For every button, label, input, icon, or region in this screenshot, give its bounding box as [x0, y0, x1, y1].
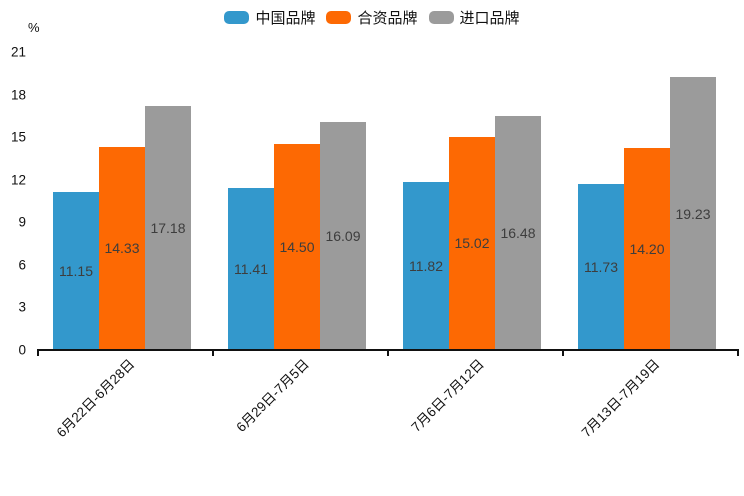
legend-label: 中国品牌: [255, 10, 316, 27]
bar-value-label: 16.48: [500, 225, 536, 242]
bar-value-label: 16.09: [325, 227, 361, 244]
legend-swatch-icon: [224, 11, 250, 24]
y-tick-label: 9: [18, 214, 26, 230]
y-tick-label: 18: [10, 86, 26, 102]
bar-进口品牌-1: [320, 121, 366, 349]
y-tick-label: 21: [10, 44, 26, 60]
legend-item-2[interactable]: 进口品牌: [428, 7, 520, 28]
bar-进口品牌-0: [145, 106, 191, 349]
legend-swatch-icon: [428, 11, 454, 24]
bar-value-label: 11.15: [59, 262, 93, 279]
bar-value-label: 14.33: [104, 240, 140, 257]
x-axis-tick: [212, 349, 214, 356]
bar-value-label: 17.18: [150, 220, 186, 237]
bar-中国品牌-0: [53, 191, 99, 349]
legend: 中国品牌 合资品牌 进口品牌: [0, 7, 744, 28]
x-axis-tick: [562, 349, 564, 356]
x-axis-tick: [37, 349, 39, 356]
bar-value-label: 11.73: [584, 258, 618, 275]
y-tick-label: 0: [18, 342, 26, 358]
bar-中国品牌-1: [228, 188, 274, 349]
y-axis-unit-label: %: [28, 20, 40, 35]
bar-value-label: 11.41: [234, 261, 268, 278]
bar-value-label: 15.02: [454, 235, 490, 252]
y-tick-label: 12: [10, 171, 26, 187]
bar-进口品牌-2: [495, 116, 541, 349]
bar-value-label: 14.20: [629, 241, 665, 258]
bar-合资品牌-2: [449, 136, 495, 349]
bar-进口品牌-3: [670, 77, 716, 349]
x-axis-tick: [737, 349, 739, 356]
bar-value-label: 19.23: [675, 205, 711, 222]
bar-合资品牌-1: [274, 144, 320, 349]
bar-合资品牌-0: [99, 146, 145, 349]
x-axis-tick: [387, 349, 389, 356]
x-category-label-3: 7月13日-7月19日: [578, 356, 663, 441]
y-tick-label: 6: [18, 257, 26, 273]
y-tick-label: 15: [10, 129, 26, 145]
x-category-label-0: 6月22日-6月28日: [53, 356, 138, 441]
bar-中国品牌-2: [403, 182, 449, 349]
legend-swatch-icon: [326, 11, 352, 24]
x-category-label-2: 7月6日-7月12日: [408, 356, 488, 435]
bar-value-label: 11.82: [409, 258, 443, 275]
legend-label: 进口品牌: [459, 10, 520, 27]
legend-item-0[interactable]: 中国品牌: [224, 7, 315, 28]
bar-value-label: 14.50: [279, 239, 315, 256]
bar-合资品牌-3: [624, 148, 670, 349]
x-category-label-1: 6月29日-7月5日: [233, 356, 313, 435]
bar-中国品牌-3: [578, 183, 624, 349]
legend-item-1[interactable]: 合资品牌: [326, 7, 418, 28]
y-tick-label: 3: [18, 299, 26, 315]
legend-label: 合资品牌: [357, 10, 418, 27]
